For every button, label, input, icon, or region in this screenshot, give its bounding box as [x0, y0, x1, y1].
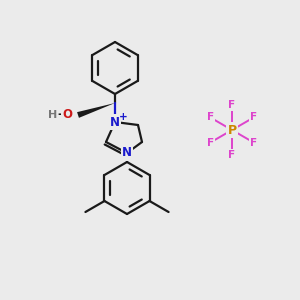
Text: F: F	[250, 112, 257, 122]
Text: P: P	[227, 124, 237, 136]
Text: H: H	[48, 110, 58, 120]
Text: -: -	[58, 108, 62, 121]
Text: F: F	[207, 137, 214, 148]
Text: O: O	[62, 109, 72, 122]
Polygon shape	[77, 103, 115, 118]
Text: F: F	[228, 100, 236, 110]
Text: F: F	[228, 150, 236, 160]
Text: N: N	[110, 116, 120, 128]
Text: +: +	[118, 112, 127, 122]
Text: N: N	[122, 146, 132, 160]
Text: F: F	[207, 112, 214, 122]
Text: F: F	[250, 137, 257, 148]
